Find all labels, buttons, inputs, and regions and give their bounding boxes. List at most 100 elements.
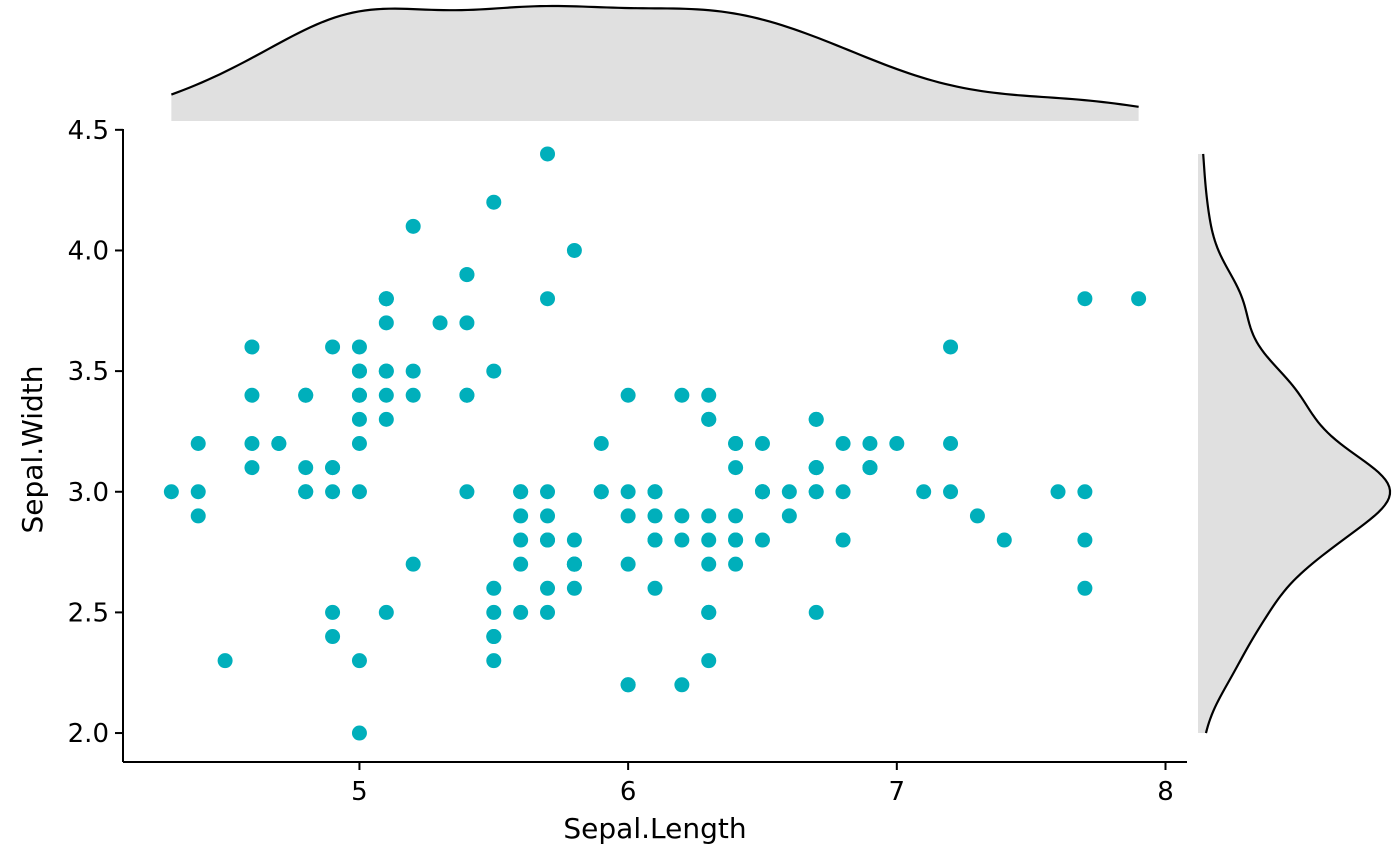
data-point [674, 532, 690, 548]
data-point [943, 436, 959, 451]
data-point [754, 436, 770, 451]
data-point [540, 484, 556, 500]
data-point [969, 508, 985, 524]
data-point [190, 508, 206, 524]
x-axis-title: Sepal.Length [563, 812, 746, 845]
data-point [540, 604, 556, 620]
data-point [943, 339, 959, 355]
data-point [513, 484, 529, 500]
data-point [244, 436, 260, 451]
x-tick-label: 8 [1157, 777, 1174, 807]
data-point [889, 436, 905, 451]
data-point [217, 653, 233, 669]
data-point [620, 677, 636, 693]
data-point [754, 532, 770, 548]
data-point [566, 532, 582, 548]
data-point [405, 363, 421, 379]
data-point [486, 363, 502, 379]
data-point [862, 460, 878, 476]
data-point [351, 339, 367, 355]
data-point [808, 484, 824, 500]
data-point [540, 580, 556, 596]
data-point [405, 218, 421, 234]
data-point [244, 460, 260, 476]
data-point [378, 411, 394, 427]
y-tick-label: 3.5 [68, 357, 109, 387]
data-point [540, 146, 556, 162]
data-point [728, 436, 744, 451]
data-point [325, 460, 341, 476]
data-point [378, 387, 394, 403]
data-point [728, 556, 744, 572]
data-point [325, 484, 341, 500]
data-point [835, 532, 851, 548]
data-point [298, 460, 314, 476]
data-point [486, 580, 502, 596]
data-point [513, 604, 529, 620]
data-point [459, 267, 475, 283]
data-point [701, 556, 717, 572]
data-point [351, 484, 367, 500]
data-point [351, 436, 367, 451]
y-tick-label: 2.0 [68, 719, 109, 749]
data-point [916, 484, 932, 500]
data-point [513, 556, 529, 572]
data-point [674, 677, 690, 693]
data-point [674, 508, 690, 524]
data-point [943, 484, 959, 500]
data-point [593, 436, 609, 451]
data-point [163, 484, 179, 500]
data-point [486, 604, 502, 620]
data-point [701, 387, 717, 403]
data-point [835, 484, 851, 500]
right-density-fill [1198, 153, 1390, 734]
top-marginal-density [170, 4, 1139, 121]
data-point [540, 508, 556, 524]
data-point [701, 411, 717, 427]
data-point [728, 532, 744, 548]
data-point [190, 436, 206, 451]
data-point [459, 484, 475, 500]
data-point [754, 484, 770, 500]
data-point [351, 363, 367, 379]
y-axis-title: Sepal.Width [16, 366, 49, 534]
data-point [378, 363, 394, 379]
data-point [513, 532, 529, 548]
data-point [862, 436, 878, 451]
data-point [996, 532, 1012, 548]
data-point [513, 508, 529, 524]
data-point [351, 725, 367, 741]
data-point [486, 194, 502, 210]
data-point [325, 629, 341, 645]
data-point [1077, 484, 1093, 500]
x-tick-label: 7 [889, 777, 906, 807]
data-point [620, 556, 636, 572]
data-point [566, 242, 582, 258]
data-point [647, 532, 663, 548]
data-point [647, 580, 663, 596]
x-tick-label: 6 [620, 777, 637, 807]
data-point [351, 653, 367, 669]
data-point [351, 387, 367, 403]
data-point [1131, 291, 1147, 307]
data-point [1077, 532, 1093, 548]
data-point [701, 508, 717, 524]
data-point [701, 604, 717, 620]
y-axis-ticks: 2.0 2.5 3.0 3.5 4.0 4.5 [68, 116, 123, 749]
data-point [835, 436, 851, 451]
y-tick-label: 3.0 [68, 478, 109, 508]
data-point [378, 315, 394, 331]
data-point [566, 580, 582, 596]
data-point [808, 460, 824, 476]
data-point [728, 460, 744, 476]
data-point [486, 629, 502, 645]
data-point [244, 387, 260, 403]
data-point [701, 653, 717, 669]
data-point [351, 411, 367, 427]
data-point [271, 436, 287, 451]
data-point [486, 653, 502, 669]
data-point [459, 387, 475, 403]
data-point [190, 484, 206, 500]
y-tick-label: 4.0 [68, 236, 109, 266]
